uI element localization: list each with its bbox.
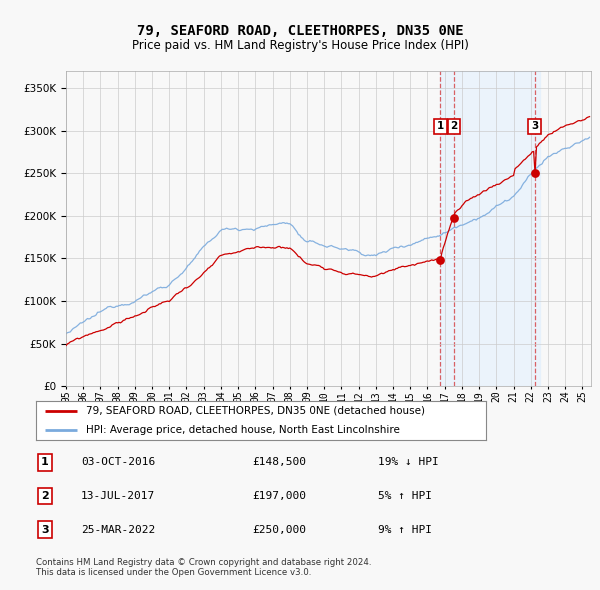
Text: 1: 1 — [41, 457, 49, 467]
Text: 9% ↑ HPI: 9% ↑ HPI — [378, 525, 432, 535]
Text: 25-MAR-2022: 25-MAR-2022 — [81, 525, 155, 535]
Bar — [440, 71, 540, 386]
Text: 03-OCT-2016: 03-OCT-2016 — [81, 457, 155, 467]
Text: 1: 1 — [437, 122, 444, 131]
Text: 2: 2 — [451, 122, 458, 131]
Text: 79, SEAFORD ROAD, CLEETHORPES, DN35 0NE: 79, SEAFORD ROAD, CLEETHORPES, DN35 0NE — [137, 24, 463, 38]
Text: 5% ↑ HPI: 5% ↑ HPI — [378, 491, 432, 501]
Text: HPI: Average price, detached house, North East Lincolnshire: HPI: Average price, detached house, Nort… — [86, 425, 400, 435]
Text: 19% ↓ HPI: 19% ↓ HPI — [378, 457, 439, 467]
Text: 3: 3 — [531, 122, 538, 131]
Text: 13-JUL-2017: 13-JUL-2017 — [81, 491, 155, 501]
Text: £250,000: £250,000 — [252, 525, 306, 535]
Point — [449, 214, 459, 223]
Text: 79, SEAFORD ROAD, CLEETHORPES, DN35 0NE (detached house): 79, SEAFORD ROAD, CLEETHORPES, DN35 0NE … — [86, 406, 425, 416]
Point — [530, 169, 539, 178]
Point — [436, 255, 445, 264]
Text: Price paid vs. HM Land Registry's House Price Index (HPI): Price paid vs. HM Land Registry's House … — [131, 39, 469, 52]
Text: £197,000: £197,000 — [252, 491, 306, 501]
Text: 3: 3 — [41, 525, 49, 535]
Text: 2: 2 — [41, 491, 49, 501]
Text: £148,500: £148,500 — [252, 457, 306, 467]
Text: Contains HM Land Registry data © Crown copyright and database right 2024.
This d: Contains HM Land Registry data © Crown c… — [36, 558, 371, 577]
